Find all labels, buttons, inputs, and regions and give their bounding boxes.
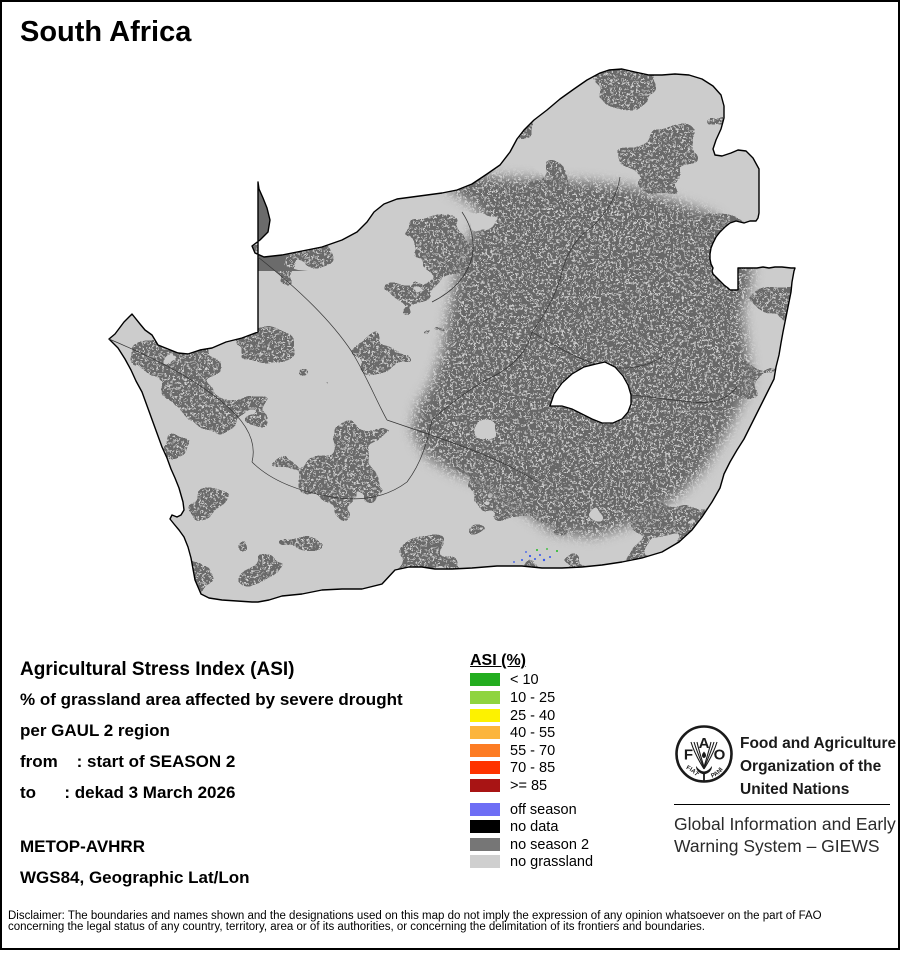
svg-text:O: O [714, 747, 726, 764]
svg-text:A: A [699, 735, 710, 752]
svg-text:F: F [684, 747, 693, 764]
